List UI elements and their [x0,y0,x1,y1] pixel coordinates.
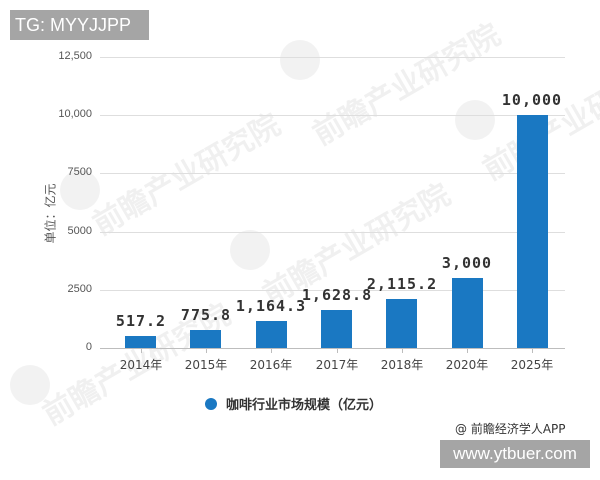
bar-value-label: 517.2 [115,312,167,330]
bar[interactable] [125,336,156,348]
watermark-logo-icon [280,40,320,80]
bar-value-label: 3,000 [441,254,493,272]
x-tick-label: 2017年 [315,358,359,372]
bar-value-label: 2,115.2 [366,275,438,293]
site-url-overlay: www.ytbuer.com [440,440,590,468]
y-tick-label: 7500 [67,166,92,178]
bar[interactable] [517,115,548,348]
x-tick-mark [467,348,468,353]
y-tick-label: 12,500 [58,50,92,62]
x-tick-mark [206,348,207,353]
x-tick-mark [337,348,338,353]
y-tick-label: 2500 [67,283,92,295]
x-tick-mark [141,348,142,353]
bar[interactable] [386,299,417,348]
watermark-logo-icon [230,230,270,270]
bar-value-label: 775.8 [180,306,232,324]
y-tick-label: 5000 [67,225,92,237]
x-tick-mark [271,348,272,353]
gridline [100,232,565,233]
watermark-logo-icon [10,365,50,405]
watermark-text: 前瞻产业研究院 [307,17,507,153]
bar-value-label: 1,164.3 [235,297,307,315]
legend: 咖啡行业市场规模（亿元） [205,394,382,413]
x-tick-label: 2015年 [184,358,228,372]
y-tick-label: 0 [85,341,92,353]
bar[interactable] [452,278,483,348]
x-tick-mark [532,348,533,353]
y-tick-label: 10,000 [58,108,92,120]
top-tag-overlay: TG: MYYJJPP [10,10,149,40]
gridline [100,115,565,116]
watermark-text: 前瞻产业研究院 [87,107,287,243]
gridline [100,290,565,291]
x-tick-label: 2014年 [119,358,163,372]
bar[interactable] [321,310,352,348]
gridline [100,57,565,58]
x-tick-label: 2018年 [380,358,424,372]
gridline [100,173,565,174]
x-axis-line [100,348,565,349]
legend-marker-icon [205,397,217,410]
bar-value-label: 1,628.8 [301,286,373,304]
x-tick-mark [402,348,403,353]
x-tick-label: 2016年 [249,358,293,372]
x-tick-label: 2025年 [510,358,554,372]
source-credit: @ 前瞻经济学人APP [455,422,566,436]
bar[interactable] [256,321,287,348]
x-tick-label: 2020年 [445,358,489,372]
y-axis-label: 单位：亿元 [43,183,58,244]
bar-value-label: 10,000 [501,91,563,109]
bar[interactable] [190,330,221,348]
legend-label: 咖啡行业市场规模（亿元） [226,398,383,413]
